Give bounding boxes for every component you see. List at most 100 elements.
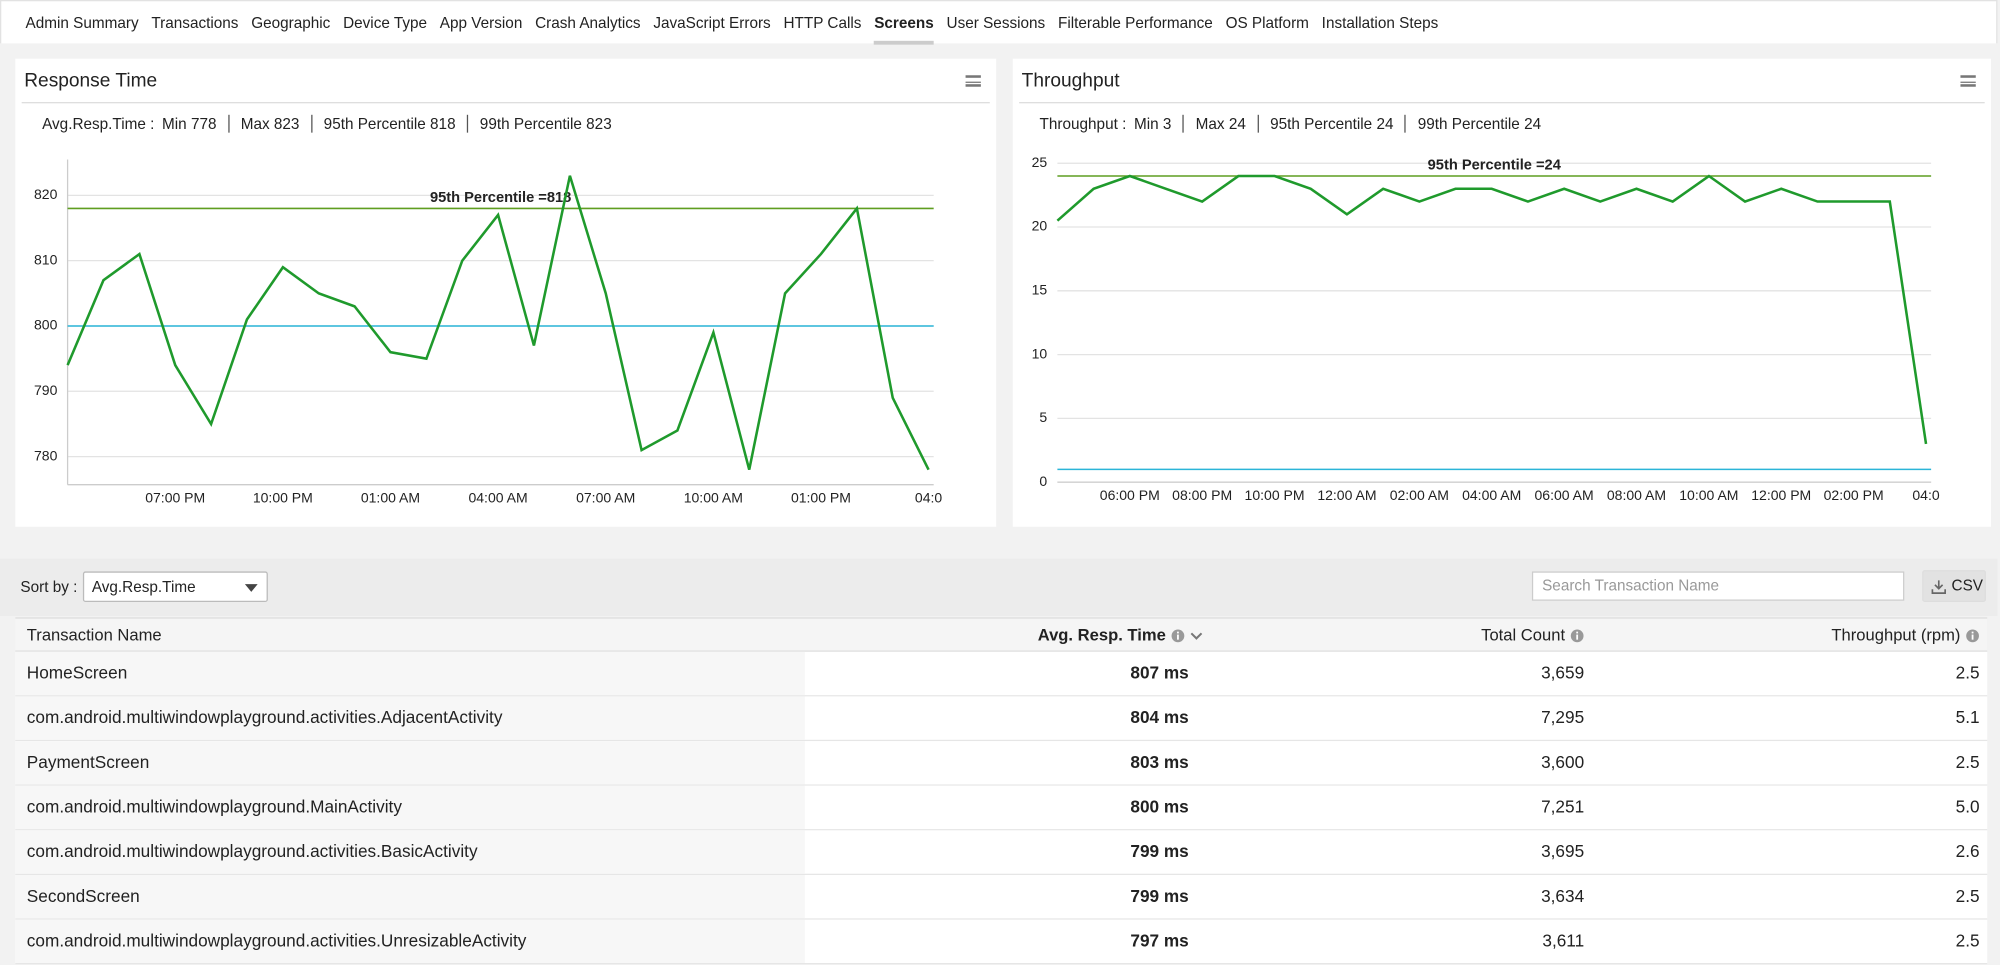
- x-tick-label: 02:00 AM: [1390, 487, 1449, 503]
- x-tick-label: 07:00 AM: [576, 489, 635, 505]
- toolbar: Sort by : Avg.Resp.Time Search Transacti…: [0, 558, 1998, 617]
- table-cell: 2.5: [1955, 931, 1980, 951]
- name-cell-bg: [15, 696, 805, 740]
- sort-icon[interactable]: [1190, 631, 1203, 641]
- table-row[interactable]: SecondScreen 799 ms 3,634 2.5: [15, 874, 1988, 920]
- table-cell[interactable]: com.android.multiwindowplayground.activi…: [26, 931, 527, 951]
- table-cell: 5.1: [1955, 707, 1980, 728]
- stat: 99th Percentile 24: [1404, 114, 1553, 133]
- y-tick-label: 20: [1032, 218, 1048, 234]
- y-tick-label: 15: [1032, 282, 1048, 298]
- sort-select[interactable]: Avg.Resp.Time: [82, 571, 268, 603]
- column-label: Total Count: [1481, 624, 1566, 645]
- name-cell-bg: [15, 651, 805, 696]
- table-cell: 3,611: [1542, 931, 1585, 951]
- tab[interactable]: Screens: [874, 1, 934, 45]
- table-row[interactable]: com.android.multiwindowplayground.activi…: [15, 830, 1988, 875]
- panel-menu[interactable]: [1960, 75, 1976, 87]
- tab[interactable]: Filterable Performance: [1057, 13, 1213, 32]
- tab[interactable]: Device Type: [343, 13, 428, 32]
- reference-label: 95th Percentile =24: [1428, 158, 1562, 174]
- x-tick-label: 10:00 PM: [253, 489, 313, 505]
- column-header[interactable]: Total Count: [1481, 619, 1584, 652]
- table-cell: 3,695: [1541, 841, 1585, 861]
- y-tick-label: 25: [1032, 154, 1048, 170]
- tab[interactable]: Crash Analytics: [535, 13, 641, 32]
- x-tick-label: 07:00 PM: [145, 489, 205, 505]
- stats: Avg.Resp.Time : Min 778 Max 823 95th Percen…: [42, 114, 623, 133]
- table-cell: 2.5: [1955, 663, 1980, 683]
- info-icon[interactable]: [1570, 629, 1584, 643]
- line: [1056, 174, 1928, 445]
- x-tick-label: 02:00 PM: [1824, 487, 1884, 503]
- table-cell[interactable]: com.android.multiwindowplayground.MainAc…: [26, 797, 402, 817]
- column-header: Transaction Name: [27, 619, 162, 652]
- tab[interactable]: Geographic: [251, 13, 331, 32]
- divider: [1019, 102, 1985, 104]
- y-tick-label: 820: [34, 186, 58, 202]
- x-tick-label: 04:00 AM: [1462, 487, 1521, 503]
- stat: 99th Percentile 823: [467, 114, 623, 133]
- x-tick-label: 01:00 AM: [361, 489, 420, 505]
- table-cell: 800 ms: [1130, 797, 1189, 817]
- tab[interactable]: User Sessions: [946, 13, 1046, 32]
- x-tick-label: 04:0: [915, 489, 942, 505]
- tab[interactable]: App Version: [439, 13, 523, 32]
- column-header[interactable]: Throughput (rpm): [1831, 619, 1979, 652]
- table-row[interactable]: com.android.multiwindowplayground.MainAc…: [15, 785, 1988, 831]
- panel-menu[interactable]: [965, 75, 981, 87]
- table-cell: 807 ms: [1130, 663, 1189, 683]
- table-cell: 804 ms: [1130, 707, 1189, 728]
- info-icon[interactable]: [1171, 629, 1185, 643]
- table-cell: 799 ms: [1130, 886, 1189, 906]
- x-tick-label: 10:00 PM: [1245, 487, 1305, 503]
- x-tick-label: 10:00 AM: [1679, 487, 1738, 503]
- tab[interactable]: Admin Summary: [25, 13, 139, 32]
- x-tick-label: 06:00 AM: [1534, 487, 1593, 503]
- info-icon[interactable]: [1966, 629, 1980, 643]
- response-time-panel: Response Time Avg.Resp.Time : Min 778 Max …: [15, 58, 997, 527]
- tab[interactable]: Transactions: [151, 13, 239, 32]
- table-cell: 5.0: [1955, 797, 1980, 817]
- table-row[interactable]: com.android.multiwindowplayground.activi…: [15, 919, 1988, 965]
- stats: Throughput : Min 3 Max 24 95th Percentile 2…: [1040, 114, 1553, 133]
- table-cell[interactable]: PaymentScreen: [26, 752, 150, 772]
- charts: 780 790 800 810 820 07:00 PM 10:00 PM 01:00 AM 0…: [34, 154, 1940, 505]
- table-cell[interactable]: com.android.multiwindowplayground.activi…: [26, 841, 478, 861]
- header-row: Transaction Name Avg. Resp. Time Total Cou…: [15, 617, 1988, 652]
- y-tick-label: 800: [34, 317, 58, 333]
- table-cell: 3,634: [1541, 886, 1585, 906]
- table-row[interactable]: PaymentScreen 803 ms 3,600 2.5: [15, 741, 1988, 786]
- x-tick-label: 01:00 PM: [791, 489, 851, 505]
- tab[interactable]: JavaScript Errors: [653, 13, 771, 32]
- table-cell[interactable]: com.android.multiwindowplayground.activi…: [26, 707, 503, 728]
- x-tick-label: 04:00 AM: [468, 489, 527, 505]
- csv-button[interactable]: CSV: [1922, 570, 1986, 603]
- x-tick-label: 08:00 PM: [1172, 487, 1232, 503]
- search-box[interactable]: Search Transaction Name: [1531, 571, 1905, 601]
- x-tick-label: 06:00 PM: [1100, 487, 1160, 503]
- csv-label: CSV: [1951, 576, 1984, 595]
- column-header[interactable]: Avg. Resp. Time: [1038, 619, 1203, 652]
- table-row[interactable]: HomeScreen 807 ms 3,659 2.5: [15, 651, 1988, 697]
- column-label: Transaction Name: [26, 624, 162, 645]
- table-cell: 3,659: [1541, 663, 1585, 683]
- divider: [21, 102, 990, 104]
- tab[interactable]: Installation Steps: [1321, 13, 1439, 32]
- table-cell[interactable]: SecondScreen: [26, 886, 140, 906]
- tab[interactable]: OS Platform: [1225, 13, 1309, 32]
- y-tick-label: 790: [34, 382, 58, 398]
- tab[interactable]: HTTP Calls: [783, 13, 862, 32]
- line: [66, 175, 930, 471]
- panel-title: Response Time: [24, 70, 158, 92]
- stat: Max 823: [227, 114, 311, 133]
- x-tick-label: 10:00 AM: [684, 489, 743, 505]
- table-cell: 7,295: [1541, 707, 1585, 728]
- y-tick-label: 10: [1032, 345, 1048, 361]
- throughput-panel: Throughput Throughput : Min 3 Max 24 95th P…: [1012, 58, 1992, 527]
- stat: Min 778: [162, 114, 217, 133]
- table-row[interactable]: com.android.multiwindowplayground.activi…: [15, 696, 1988, 742]
- table-cell[interactable]: HomeScreen: [26, 663, 128, 683]
